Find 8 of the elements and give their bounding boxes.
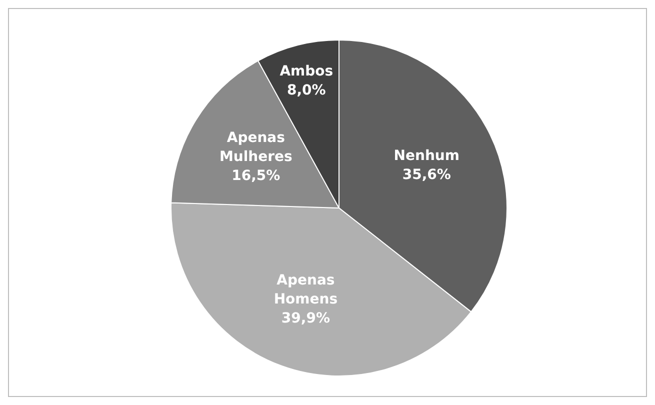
slice-label: Nenhum [394, 148, 460, 164]
slice-label: Apenas Homens [274, 272, 338, 308]
data-label: 8,0% [287, 82, 326, 99]
data-label: 39,9% [281, 310, 330, 327]
slice-label: Ambos [280, 64, 334, 80]
slice-label: Apenas Mulheres [219, 130, 292, 166]
data-label: 16,5% [232, 168, 280, 184]
data-label: 35,6% [402, 166, 451, 183]
